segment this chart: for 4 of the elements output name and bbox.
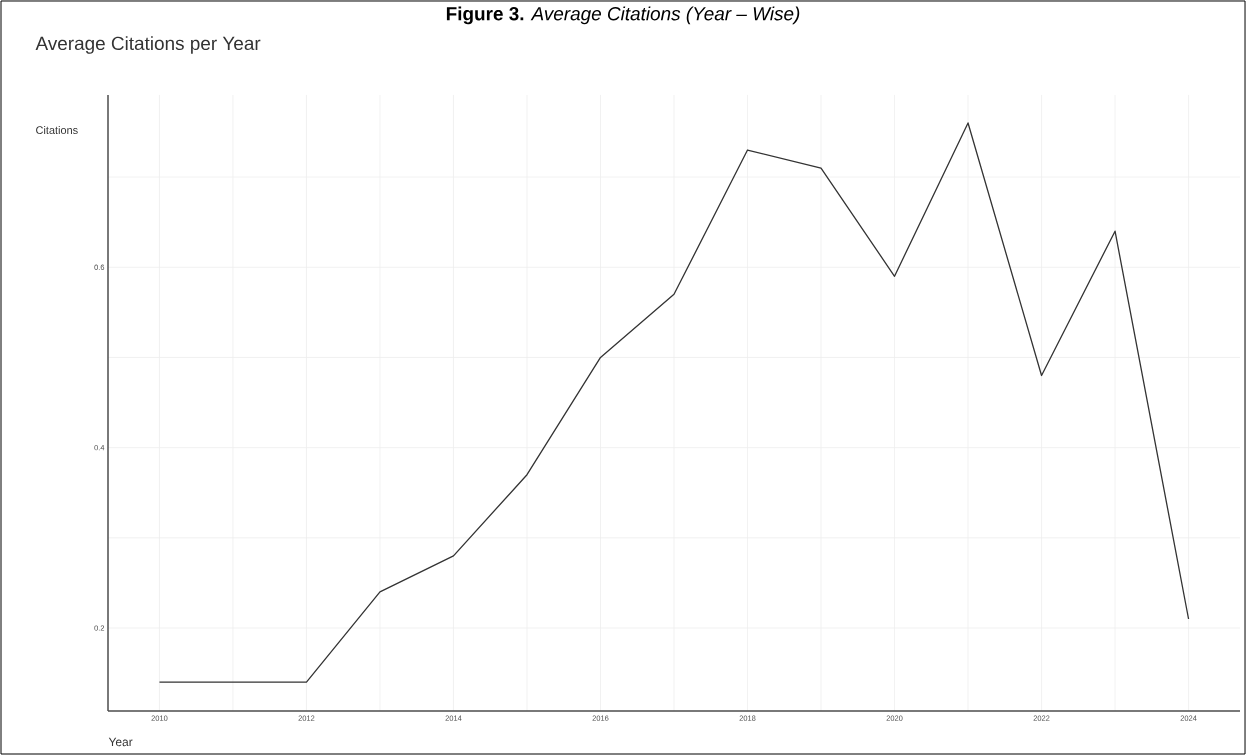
chart-subtitle: Average Citations per Year	[35, 36, 261, 54]
chart-title: Figure 3. Average Citations (Year – Wise)	[446, 6, 800, 25]
y-axis-title: Citations	[36, 125, 78, 135]
x-axis-title: Year	[108, 737, 133, 747]
